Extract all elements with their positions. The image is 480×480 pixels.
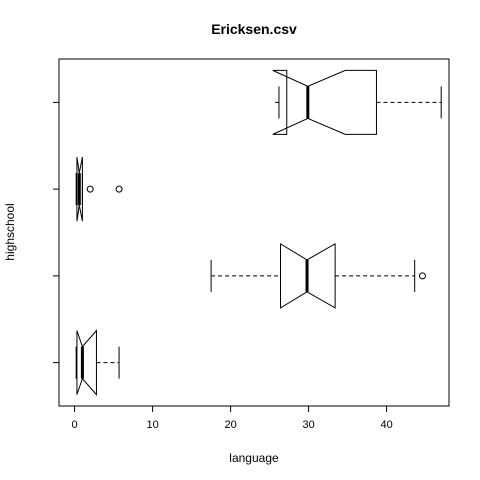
outlier-point	[87, 186, 93, 192]
box-group-4	[273, 70, 441, 134]
box-body	[77, 331, 97, 395]
y-axis-label: highschool	[3, 203, 17, 260]
box-group-3	[76, 157, 122, 221]
box-group-2	[211, 244, 425, 308]
outlier-point	[116, 186, 122, 192]
x-tick-label: 0	[72, 419, 78, 431]
x-tick-label: 20	[224, 419, 236, 431]
boxes	[76, 70, 441, 394]
x-axis-label: language	[229, 451, 279, 465]
y-axis	[53, 102, 59, 362]
chart-title: Ericksen.csv	[211, 21, 297, 37]
box-group-1	[76, 331, 119, 395]
x-tick-label: 30	[302, 419, 314, 431]
plot-frame	[59, 59, 449, 406]
x-tick-label: 40	[380, 419, 392, 431]
box-body	[273, 70, 377, 134]
x-tick-label: 10	[146, 419, 158, 431]
outlier-point	[419, 273, 425, 279]
x-axis: 0 10 20 30 40	[72, 406, 393, 431]
